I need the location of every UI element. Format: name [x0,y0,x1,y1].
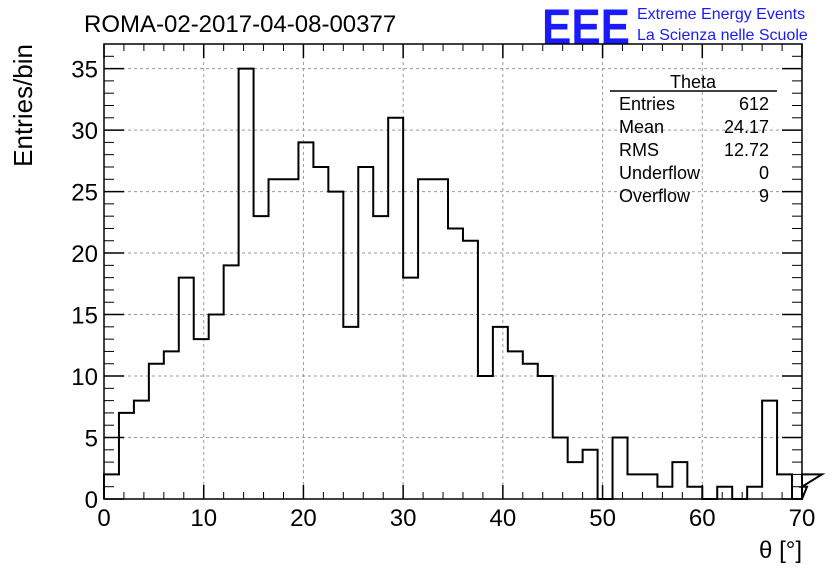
x-tick-label: 50 [589,505,616,532]
y-tick-label: 15 [71,303,98,330]
stats-label: Overflow [619,186,691,206]
y-tick-label: 0 [85,487,98,514]
stats-rows: Entries 612 Mean 24.17 RMS 12.72 Underflow 0 Ove… [619,94,769,206]
stats-box-title: Theta [670,72,717,92]
eee-logo-line2: La Scienza nelle Scuole [637,27,808,44]
x-tick-label: 0 [97,505,110,532]
y-tick-label: 20 [71,241,98,268]
grid-lines [103,44,803,500]
stats-label: Underflow [619,163,701,183]
x-tick-label: 20 [290,505,317,532]
stats-value: 12.72 [724,140,769,160]
stats-value: 24.17 [724,117,769,137]
stats-value: 612 [739,94,769,114]
x-tick-labels: 0 10 20 30 40 50 60 70 [97,505,815,532]
eee-logo-line1: Extreme Energy Events [637,6,805,23]
axis-ticks [103,43,803,500]
stats-box: Theta Entries 612 Mean 24.17 RMS 12.72 Underfl… [610,72,777,206]
x-tick-label: 10 [190,505,217,532]
histogram-line [103,67,826,500]
plot-frame [103,43,803,500]
y-tick-label: 30 [71,118,98,145]
y-tick-label: 25 [71,180,98,207]
x-tick-label: 60 [689,505,716,532]
y-tick-label: 10 [71,364,98,391]
chart-title: ROMA-02-2017-04-08-00377 [84,11,396,38]
stats-value: 9 [759,186,769,206]
stats-label: Mean [619,117,664,137]
y-tick-label: 5 [85,426,98,453]
y-tick-labels: 0 5 10 15 20 25 30 35 [71,57,98,514]
stats-label: Entries [619,94,675,114]
stats-label: RMS [619,140,659,160]
y-axis-label: Entries/bin [8,44,38,167]
x-tick-label: 40 [490,505,517,532]
eee-logo-mark: EEE [542,0,630,55]
x-tick-label: 30 [390,505,417,532]
x-axis-label: θ [°] [759,537,802,564]
y-tick-label: 35 [71,57,98,84]
stats-value: 0 [759,163,769,183]
eee-logo: EEE Extreme Energy Events La Scienza nel… [542,0,808,55]
x-tick-label: 70 [789,505,816,532]
